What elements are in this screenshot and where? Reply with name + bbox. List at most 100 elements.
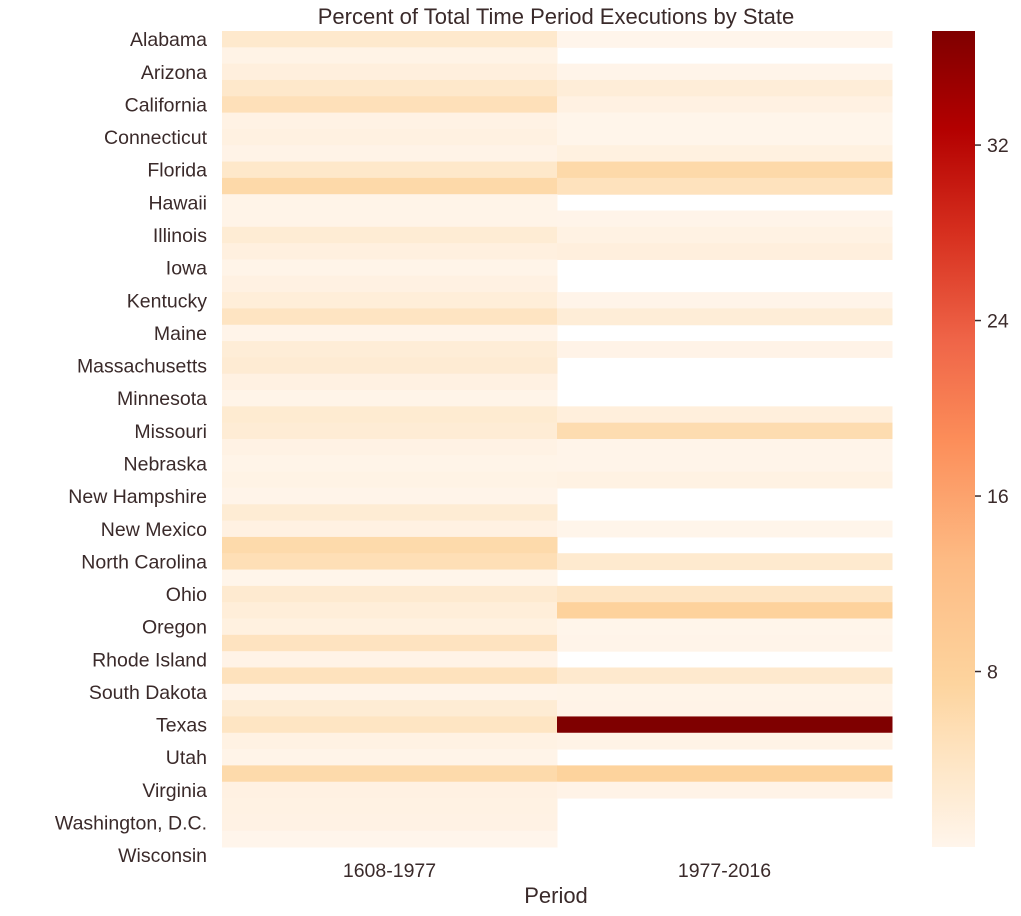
- heatmap-cell: [557, 716, 893, 734]
- heatmap-cell: [222, 194, 558, 212]
- heatmap-cell: [222, 128, 558, 146]
- heatmap-cell: [557, 455, 893, 473]
- heatmap-cell: [222, 275, 558, 293]
- heatmap-cell: [222, 553, 558, 571]
- y-tick-label: New Mexico: [101, 519, 207, 541]
- y-tick-label: Nebraska: [124, 453, 208, 475]
- y-tick-label: Iowa: [166, 258, 207, 280]
- heatmap-cell: [222, 31, 558, 48]
- x-tick-label: 1608-1977: [343, 860, 436, 882]
- heatmap-cell: [222, 651, 558, 668]
- heatmap-cell: [222, 814, 558, 832]
- heatmap-cell: [222, 830, 558, 848]
- heatmap-cell: [557, 145, 893, 163]
- heatmap-cell: [222, 536, 558, 554]
- colorbar-tick-label: 8: [987, 662, 998, 684]
- heatmap-cell: [222, 47, 558, 65]
- heatmap-cell: [222, 422, 558, 440]
- colorbar-tick-label: 16: [987, 486, 1009, 508]
- heatmap-cell: [222, 226, 558, 244]
- heatmap-cell: [557, 226, 893, 244]
- colorbar: 8 16 24 32: [932, 31, 1009, 847]
- heatmap-cell: [222, 96, 558, 114]
- y-tick-label: Missouri: [134, 421, 207, 443]
- heatmap-cell: [222, 765, 558, 783]
- y-tick-label: Wisconsin: [118, 845, 207, 867]
- heatmap-cell: [222, 749, 558, 766]
- y-tick-label: Virginia: [142, 780, 207, 802]
- heatmap-cell: [557, 341, 893, 358]
- heatmap-cell: [557, 765, 893, 783]
- heatmap-cell: [557, 732, 893, 750]
- heatmap-cell: [222, 504, 558, 522]
- y-tick-label: Utah: [166, 747, 207, 769]
- y-tick-label: Ohio: [166, 584, 207, 606]
- heatmap-cell: [222, 439, 558, 456]
- y-tick-label: Alabama: [130, 29, 207, 51]
- heatmap-cell: [222, 243, 558, 260]
- y-tick-label: Rhode Island: [92, 649, 207, 671]
- y-tick-label: Florida: [147, 160, 207, 182]
- heatmap-cell: [557, 112, 893, 130]
- heatmap-cell: [557, 292, 893, 309]
- y-tick-label: Minnesota: [117, 388, 207, 410]
- heatmap-cell: [557, 210, 893, 228]
- heatmap-cell: [222, 634, 558, 652]
- heatmap-cell: [222, 373, 558, 391]
- heatmap-cells: [222, 31, 893, 848]
- heatmap-cell: [557, 31, 893, 48]
- heatmap-cell: [222, 683, 558, 701]
- heatmap-cell: [222, 259, 558, 277]
- heatmap-cell: [222, 161, 558, 179]
- heatmap-cell: [222, 618, 558, 636]
- heatmap-cell: [557, 471, 893, 489]
- heatmap-cell: [557, 422, 893, 440]
- y-tick-label: North Carolina: [81, 551, 207, 573]
- heatmap-cell: [557, 634, 893, 652]
- y-tick-labels: Alabama Arizona California Connecticut Flori…: [55, 29, 208, 867]
- heatmap-cell: [222, 700, 558, 717]
- heatmap-cell: [557, 781, 893, 799]
- y-tick-label: California: [125, 94, 208, 116]
- y-tick-label: New Hampshire: [68, 486, 207, 508]
- heatmap-cell: [557, 520, 893, 538]
- heatmap-cell: [557, 128, 893, 146]
- heatmap-cell: [222, 210, 558, 228]
- heatmap-cell: [557, 177, 893, 195]
- heatmap-cell: [222, 292, 558, 309]
- y-tick-label: Massachusetts: [77, 356, 207, 378]
- heatmap-cell: [557, 439, 893, 456]
- heatmap-cell: [557, 243, 893, 260]
- y-tick-label: South Dakota: [89, 682, 207, 704]
- y-tick-label: Oregon: [142, 617, 207, 639]
- colorbar-tick-label: 24: [987, 311, 1009, 333]
- y-tick-label: Maine: [154, 323, 207, 345]
- chart-title: Percent of Total Time Period Executions …: [318, 4, 795, 29]
- heatmap-cell: [557, 308, 893, 326]
- heatmap-cell: [557, 700, 893, 717]
- heatmap-cell: [557, 618, 893, 636]
- heatmap-cell: [222, 79, 558, 97]
- heatmap-cell: [222, 324, 558, 342]
- heatmap-cell: [222, 341, 558, 358]
- heatmap-cell: [557, 602, 893, 620]
- y-tick-label: Washington, D.C.: [55, 813, 207, 835]
- colorbar-tick-label: 32: [987, 135, 1009, 157]
- heatmap-cell: [222, 781, 558, 799]
- heatmap-cell: [557, 585, 893, 603]
- heatmap-cell: [557, 683, 893, 701]
- x-axis-label: Period: [524, 883, 588, 908]
- y-tick-label: Connecticut: [104, 127, 208, 149]
- colorbar-ticks: 8 16 24 32: [975, 135, 1009, 684]
- heatmap-cell: [222, 390, 558, 407]
- heatmap-cell: [557, 96, 893, 114]
- heatmap-cell: [222, 798, 558, 815]
- x-tick-labels: 1608-1977 1977-2016: [343, 860, 771, 882]
- heatmap-cell: [222, 471, 558, 489]
- y-tick-label: Illinois: [153, 225, 207, 247]
- x-tick-label: 1977-2016: [678, 860, 771, 882]
- heatmap-cell: [222, 716, 558, 734]
- heatmap-cell: [222, 520, 558, 538]
- heatmap-cell: [222, 177, 558, 195]
